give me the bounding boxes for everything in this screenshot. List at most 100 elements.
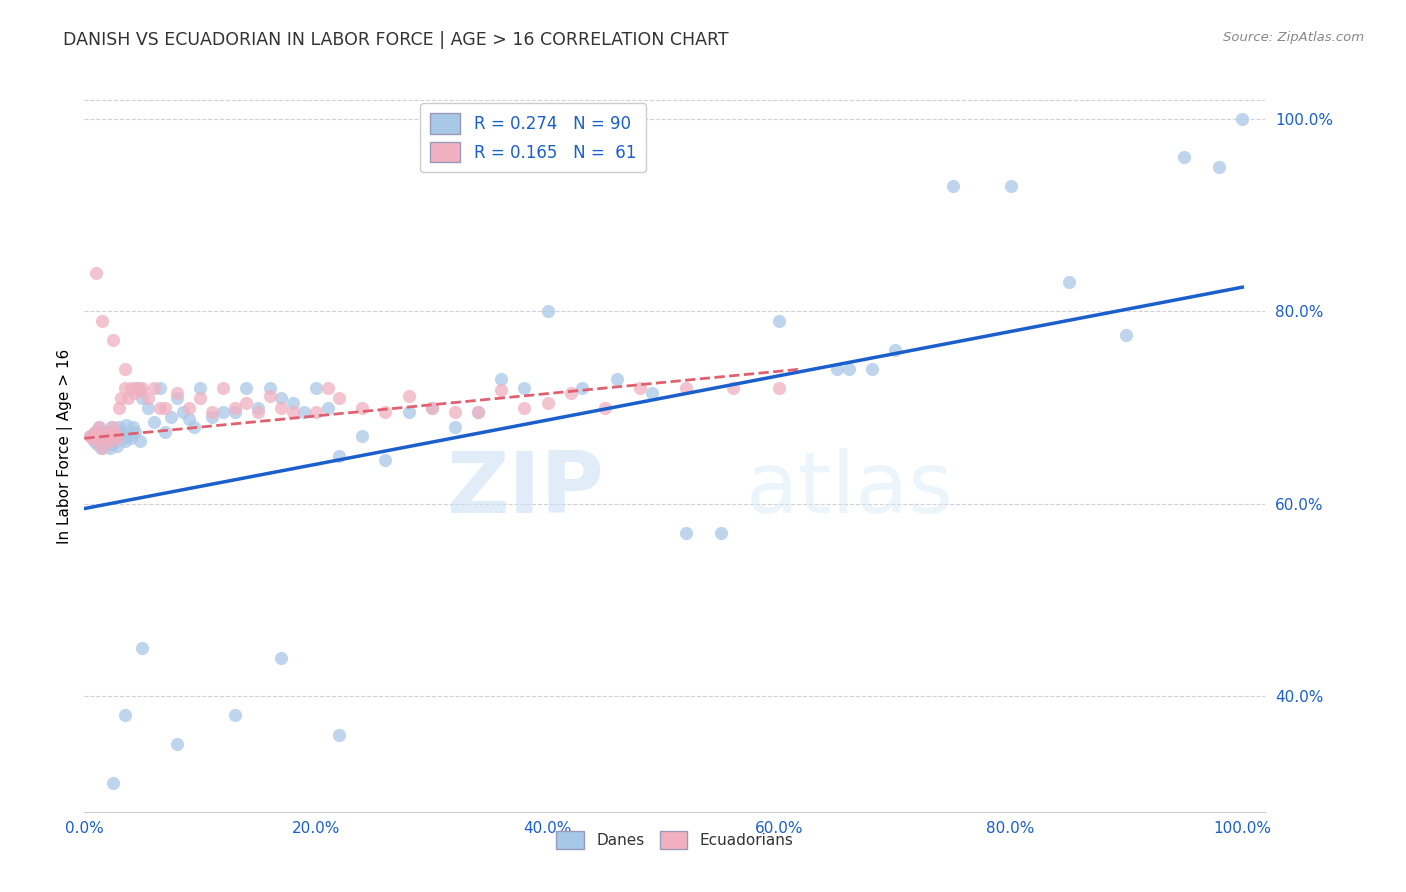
Point	[768, 314, 790, 328]
Point	[281, 405, 304, 419]
Point	[155, 401, 177, 415]
Point	[160, 410, 183, 425]
Point	[93, 429, 115, 443]
Point	[316, 381, 339, 395]
Point	[82, 431, 104, 445]
Point	[398, 405, 420, 419]
Point	[83, 434, 105, 449]
Point	[942, 179, 965, 194]
Point	[177, 401, 200, 415]
Point	[91, 429, 114, 443]
Text: atlas: atlas	[745, 449, 953, 532]
Point	[259, 389, 281, 403]
Point	[270, 650, 292, 665]
Point	[444, 405, 467, 419]
Point	[675, 525, 697, 540]
Point	[212, 381, 235, 395]
Point	[513, 401, 536, 415]
Point	[305, 381, 328, 395]
Point	[84, 431, 107, 445]
Point	[114, 381, 136, 395]
Point	[94, 431, 117, 445]
Point	[172, 405, 194, 419]
Point	[235, 395, 257, 409]
Point	[108, 419, 131, 434]
Point	[124, 425, 146, 439]
Point	[131, 381, 153, 395]
Point	[87, 427, 110, 442]
Point	[166, 386, 188, 401]
Point	[104, 427, 127, 442]
Point	[114, 708, 136, 723]
Point	[122, 386, 145, 401]
Point	[212, 405, 235, 419]
Point	[79, 429, 101, 443]
Point	[883, 343, 905, 357]
Point	[721, 381, 744, 395]
Point	[420, 401, 443, 415]
Point	[105, 439, 128, 453]
Point	[96, 427, 118, 442]
Point	[420, 401, 443, 415]
Point	[201, 410, 224, 425]
Point	[127, 381, 149, 395]
Point	[1000, 179, 1022, 194]
Point	[398, 389, 420, 403]
Point	[1115, 328, 1137, 343]
Y-axis label: In Labor Force | Age > 16: In Labor Force | Age > 16	[58, 349, 73, 543]
Point	[91, 439, 114, 453]
Point	[110, 391, 132, 405]
Point	[374, 405, 396, 419]
Point	[90, 441, 112, 455]
Point	[87, 427, 110, 442]
Point	[86, 434, 108, 449]
Point	[98, 425, 121, 439]
Point	[100, 434, 122, 449]
Point	[536, 304, 558, 318]
Point	[89, 419, 111, 434]
Point	[513, 381, 536, 395]
Point	[247, 401, 270, 415]
Point	[1173, 150, 1195, 164]
Point	[131, 641, 153, 656]
Point	[101, 437, 124, 451]
Point	[120, 431, 142, 445]
Point	[103, 434, 125, 449]
Point	[188, 381, 211, 395]
Point	[142, 415, 165, 429]
Point	[305, 405, 328, 419]
Point	[292, 405, 315, 419]
Point	[606, 371, 628, 385]
Point	[224, 401, 246, 415]
Point	[94, 434, 117, 449]
Point	[115, 417, 138, 432]
Point	[675, 381, 697, 395]
Point	[1057, 276, 1080, 290]
Point	[79, 429, 101, 443]
Point	[224, 405, 246, 419]
Point	[595, 401, 617, 415]
Point	[536, 395, 558, 409]
Point	[131, 391, 153, 405]
Point	[328, 728, 350, 742]
Point	[96, 427, 118, 442]
Point	[467, 405, 489, 419]
Point	[136, 401, 159, 415]
Point	[1232, 112, 1254, 126]
Point	[316, 401, 339, 415]
Point	[641, 386, 664, 401]
Legend: Danes, Ecuadorians: Danes, Ecuadorians	[550, 824, 800, 855]
Point	[103, 419, 125, 434]
Point	[90, 441, 112, 455]
Point	[83, 425, 105, 439]
Point	[155, 425, 177, 439]
Point	[103, 425, 125, 439]
Point	[710, 525, 733, 540]
Point	[117, 429, 139, 443]
Point	[352, 429, 374, 443]
Point	[97, 431, 120, 445]
Point	[96, 425, 118, 439]
Point	[489, 383, 512, 397]
Point	[838, 362, 860, 376]
Point	[352, 401, 374, 415]
